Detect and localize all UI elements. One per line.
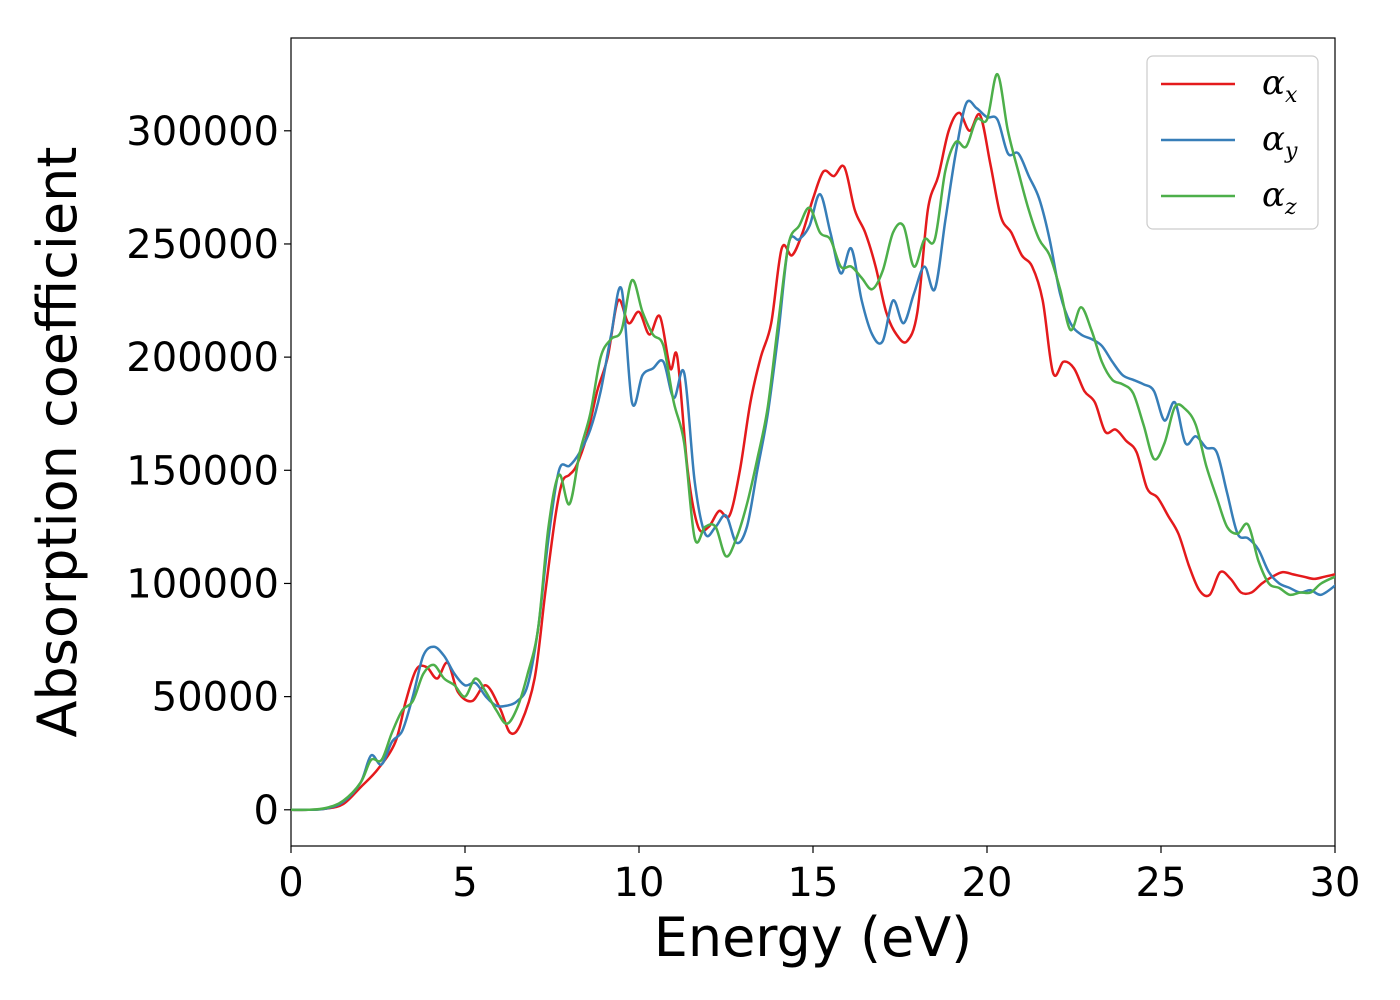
x-axis-label: Energy (eV) xyxy=(654,906,973,969)
y-tick-label: 100000 xyxy=(126,561,279,607)
x-tick-label: 30 xyxy=(1310,860,1361,906)
legend-label-z: αz xyxy=(1262,175,1297,220)
series-line-z xyxy=(291,72,1335,812)
legend: αx αy αz xyxy=(1146,55,1319,230)
y-axis-ticks: 0 50000 100000 150000 200000 250000 300000 xyxy=(126,109,291,834)
legend-box xyxy=(1146,55,1319,230)
x-tick-label: 10 xyxy=(614,860,665,906)
y-tick-label: 300000 xyxy=(126,109,279,155)
series-line-x xyxy=(291,111,1335,812)
y-axis-label: Absorption coefficient xyxy=(26,147,89,738)
legend-label-x: αx xyxy=(1262,63,1298,108)
legend-label-y: αy xyxy=(1262,119,1298,164)
x-tick-label: 20 xyxy=(962,860,1013,906)
x-tick-label: 0 xyxy=(278,860,303,906)
y-tick-label: 200000 xyxy=(126,335,279,381)
y-tick-label: 50000 xyxy=(152,675,279,721)
x-axis-ticks: 0 5 10 15 20 25 30 xyxy=(278,846,1360,906)
y-tick-label: 250000 xyxy=(126,222,279,268)
x-tick-label: 25 xyxy=(1136,860,1187,906)
y-tick-label: 150000 xyxy=(126,448,279,494)
y-tick-label: 0 xyxy=(254,788,279,834)
series-layer xyxy=(291,72,1335,812)
x-tick-label: 5 xyxy=(452,860,477,906)
x-tick-label: 15 xyxy=(788,860,839,906)
